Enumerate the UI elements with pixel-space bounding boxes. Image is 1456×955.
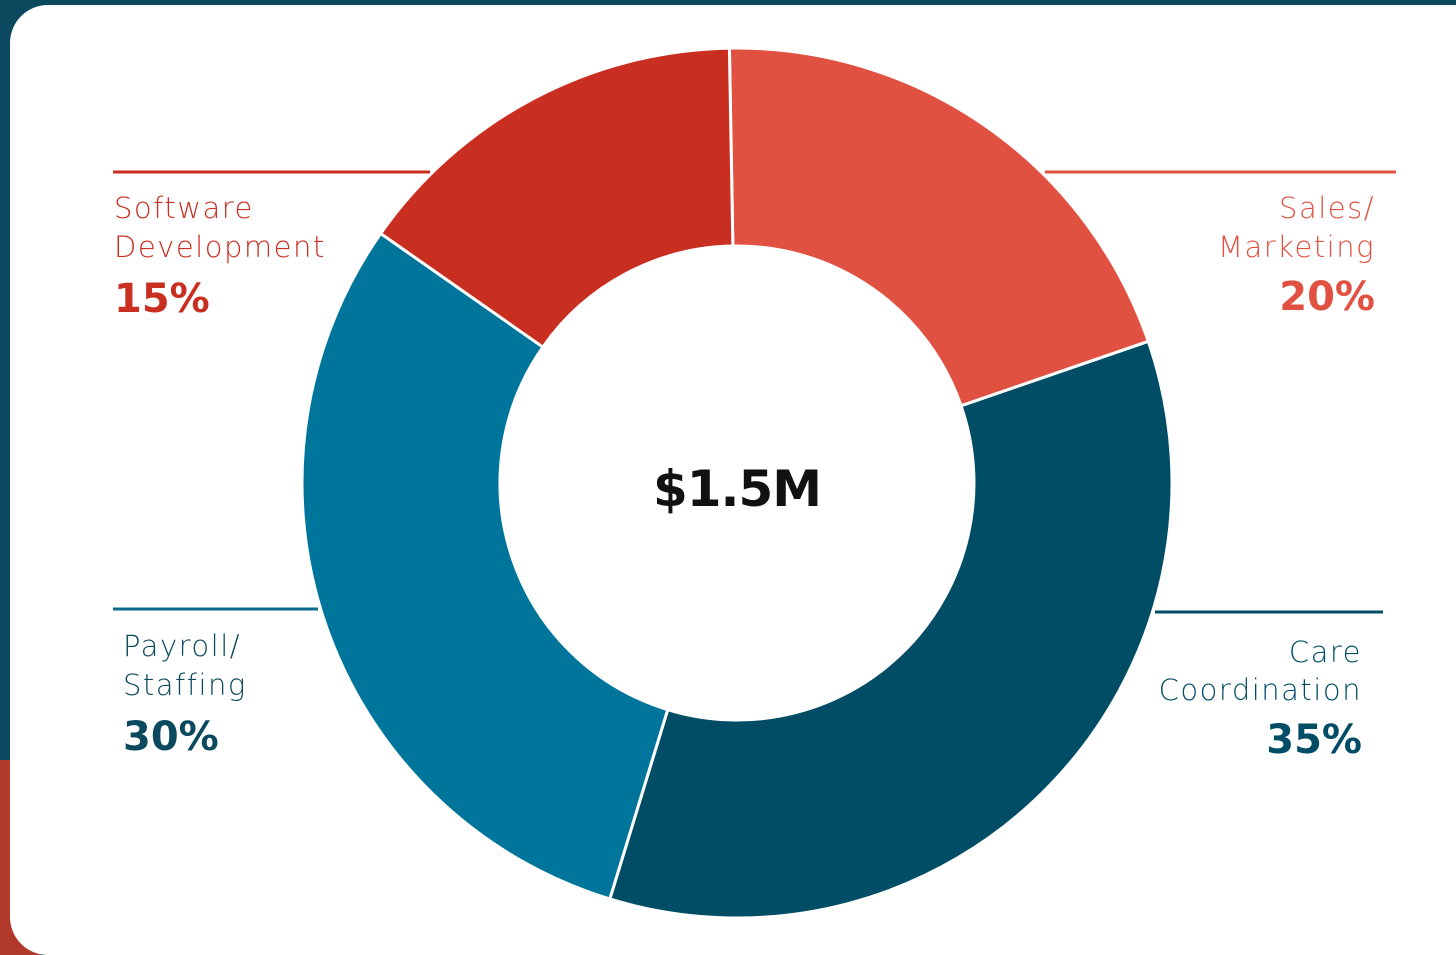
slice-value-sales-marketing: 20% xyxy=(1279,274,1375,320)
donut-slices xyxy=(300,46,1174,920)
slice-value-care-coordination: 35% xyxy=(1266,717,1362,763)
slice-label-sales-marketing-line1: Sales/ xyxy=(1279,191,1375,225)
slice-label-care-coordination-line2: Coordination xyxy=(1159,673,1362,707)
donut-center-total: $1.5M xyxy=(653,460,821,518)
slice-label-payroll-staffing-line2: Staffing xyxy=(123,668,247,702)
donut-slice-payroll-staffing xyxy=(300,231,670,901)
slice-label-software-development-line1: Software xyxy=(114,191,254,225)
donut-slice-software-development xyxy=(379,46,735,349)
slice-label-software-development-line2: Development xyxy=(114,230,326,264)
slice-label-payroll-staffing-line1: Payroll/ xyxy=(123,629,241,663)
donut-slice-sales-marketing xyxy=(727,46,1150,408)
slice-value-software-development: 15% xyxy=(114,276,210,322)
slice-value-payroll-staffing: 30% xyxy=(123,714,219,760)
slice-label-sales-marketing-line2: Marketing xyxy=(1218,230,1375,264)
slice-label-care-coordination-line1: Care xyxy=(1289,635,1362,669)
donut-slice-care-coordination xyxy=(608,339,1174,920)
